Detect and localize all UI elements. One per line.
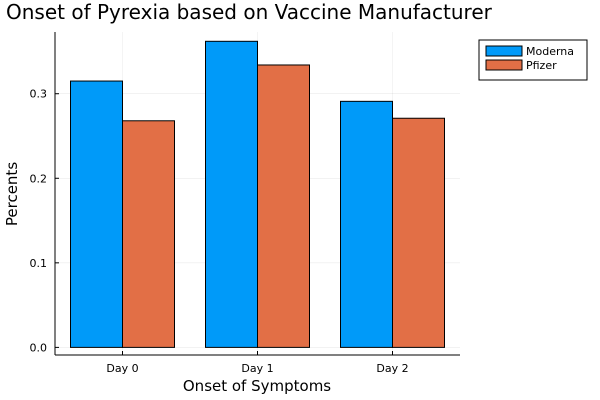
bar-moderna-day-2: [340, 100, 393, 348]
y-tick-label: 0.3: [30, 88, 48, 101]
bar-pfizer-day-2: [392, 117, 445, 348]
y-axis-label: Percents: [3, 162, 21, 226]
x-tick-label: Day 0: [106, 362, 138, 375]
y-tick-label: 0.0: [30, 341, 48, 354]
bars: [70, 40, 445, 348]
x-tick-label: Day 1: [241, 362, 273, 375]
bar-moderna-day-1: [205, 40, 258, 348]
bar-moderna-day-0: [70, 80, 123, 348]
x-tick-label: Day 2: [376, 362, 408, 375]
x-axis-label: Onset of Symptoms: [183, 377, 331, 395]
ticks: 0.0 0.1 0.2 0.3 Day 0 Day 1 Day 2: [30, 88, 409, 375]
bar-pfizer-day-1: [257, 64, 310, 348]
bar-pfizer-day-0: [122, 120, 175, 348]
y-tick-label: 0.1: [30, 257, 48, 270]
legend-label-pfizer: Pfizer: [526, 59, 557, 72]
chart-title: Onset of Pyrexia based on Vaccine Manufa…: [6, 0, 493, 24]
legend-label-moderna: Moderna: [526, 45, 574, 58]
legend-swatch-pfizer: [485, 59, 523, 71]
legend-swatch-moderna: [485, 45, 523, 57]
y-tick-label: 0.2: [30, 172, 48, 185]
